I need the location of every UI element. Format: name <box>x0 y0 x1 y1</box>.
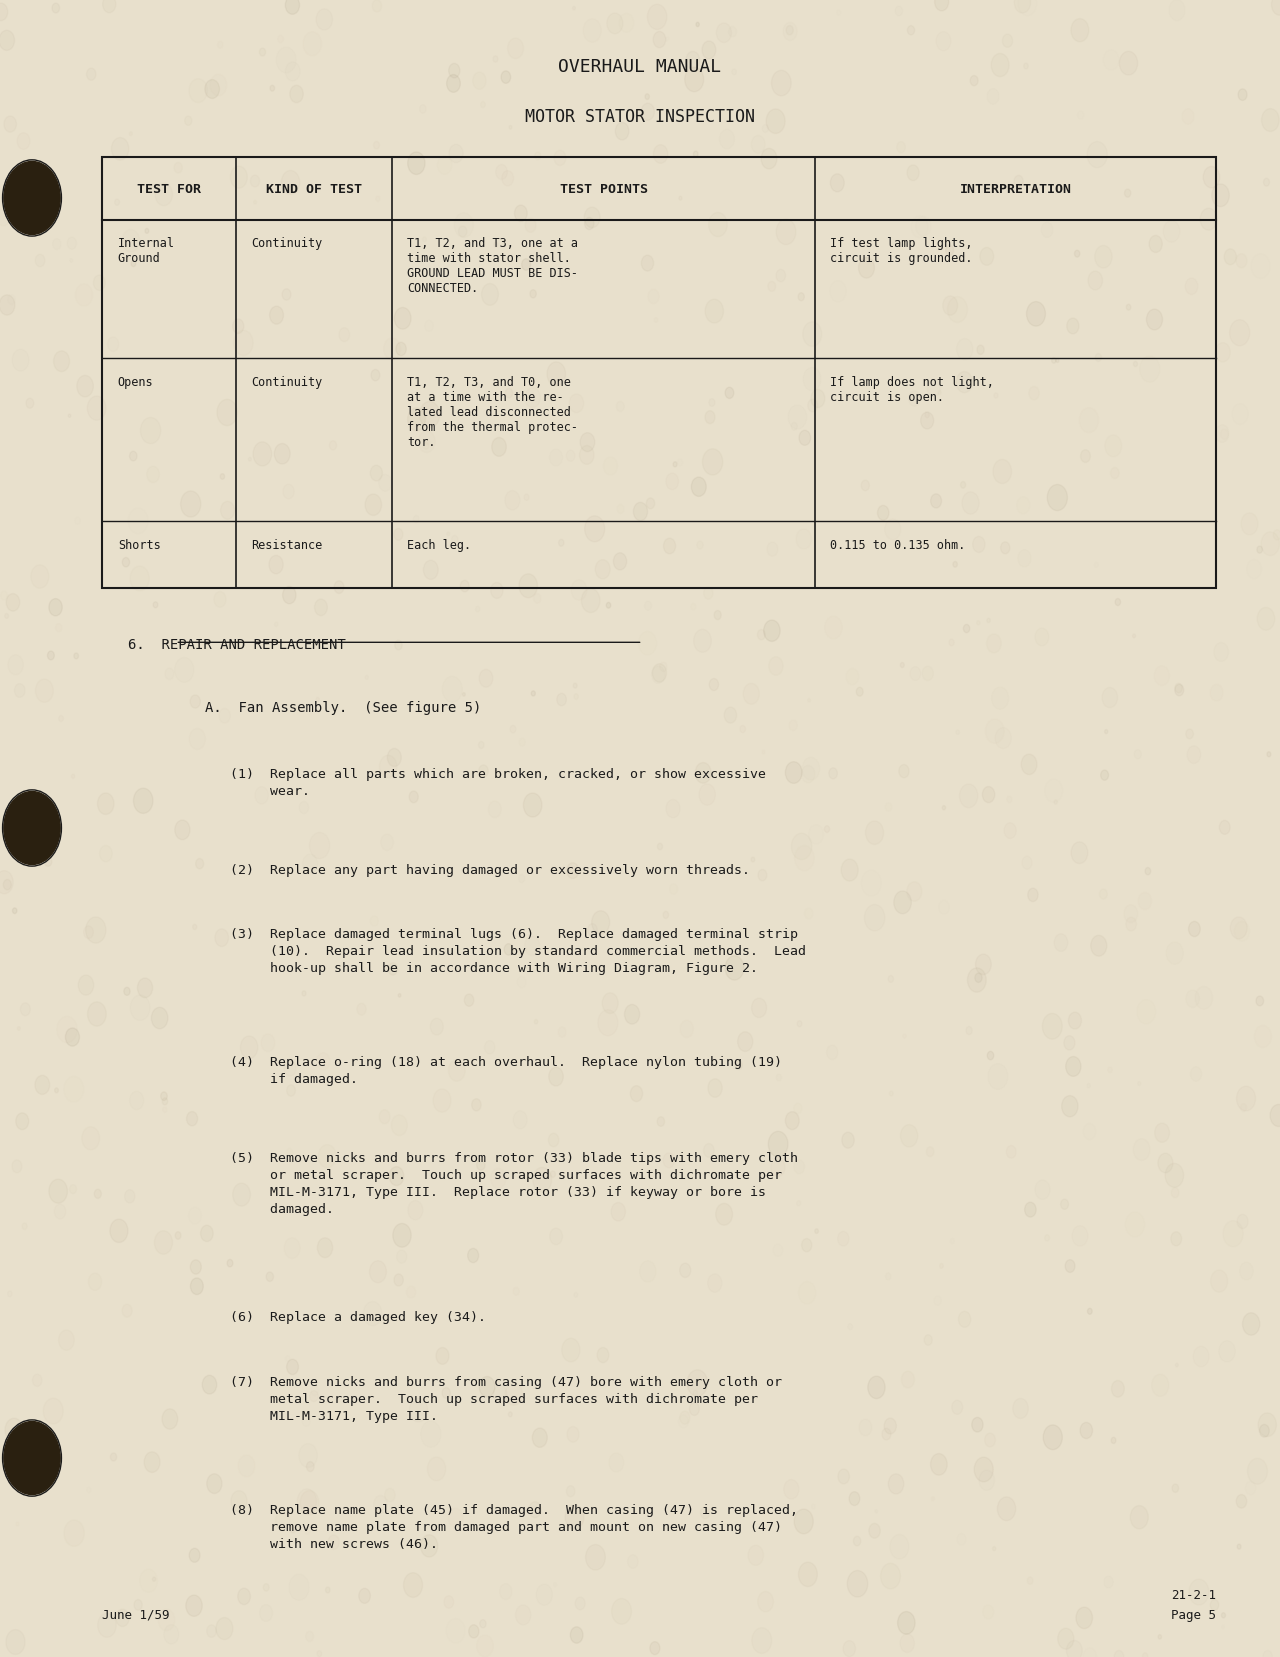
Circle shape <box>1189 921 1201 936</box>
Circle shape <box>868 1377 884 1399</box>
Circle shape <box>163 1408 178 1430</box>
Circle shape <box>220 474 224 481</box>
Circle shape <box>768 282 776 292</box>
Circle shape <box>982 787 995 804</box>
Circle shape <box>506 1384 522 1405</box>
Text: Page 5: Page 5 <box>1171 1607 1216 1621</box>
Circle shape <box>398 994 401 998</box>
Circle shape <box>1171 1188 1179 1198</box>
Circle shape <box>1130 1506 1148 1529</box>
Circle shape <box>927 1147 934 1157</box>
Bar <box>102 157 1216 588</box>
Circle shape <box>522 260 531 272</box>
Circle shape <box>607 603 611 608</box>
Circle shape <box>448 1060 465 1082</box>
Circle shape <box>1267 752 1271 757</box>
Text: Each leg.: Each leg. <box>407 539 471 552</box>
Circle shape <box>856 688 863 696</box>
Circle shape <box>492 437 507 457</box>
Text: Resistance: Resistance <box>251 539 323 552</box>
Circle shape <box>285 0 300 15</box>
Circle shape <box>938 391 941 396</box>
Circle shape <box>532 1428 548 1448</box>
Circle shape <box>972 1417 983 1432</box>
Circle shape <box>175 1231 180 1239</box>
Circle shape <box>436 1347 449 1364</box>
Circle shape <box>4 162 60 235</box>
Circle shape <box>1043 1425 1062 1450</box>
Circle shape <box>762 149 777 169</box>
Circle shape <box>500 71 511 85</box>
Circle shape <box>408 152 425 176</box>
Circle shape <box>396 343 406 356</box>
Circle shape <box>6 595 19 611</box>
Circle shape <box>174 164 182 174</box>
Circle shape <box>1143 1652 1148 1657</box>
Circle shape <box>97 794 114 815</box>
Circle shape <box>1066 318 1079 335</box>
Circle shape <box>1074 252 1080 258</box>
Circle shape <box>1027 302 1046 326</box>
Circle shape <box>131 262 136 267</box>
Text: 0.115 to 0.135 ohm.: 0.115 to 0.135 ohm. <box>831 539 966 552</box>
Circle shape <box>1236 255 1247 268</box>
Circle shape <box>191 1278 204 1294</box>
Circle shape <box>227 1259 233 1268</box>
Circle shape <box>764 621 780 641</box>
Circle shape <box>646 499 654 509</box>
Circle shape <box>786 762 803 784</box>
Text: (3)  Replace damaged terminal lugs (6).  Replace damaged terminal strip
     (10: (3) Replace damaged terminal lugs (6). R… <box>230 928 806 974</box>
Circle shape <box>691 477 707 497</box>
Circle shape <box>987 1052 993 1060</box>
Text: Shorts: Shorts <box>118 539 160 552</box>
Text: Continuity: Continuity <box>251 237 323 250</box>
Circle shape <box>468 1626 479 1639</box>
Circle shape <box>696 23 699 28</box>
Text: T1, T2, T3, and T0, one
at a time with the re-
lated lead disconnected
from the : T1, T2, T3, and T0, one at a time with t… <box>407 376 579 449</box>
Circle shape <box>987 635 1001 653</box>
Circle shape <box>202 1375 216 1394</box>
Text: If test lamp lights,
circuit is grounded.: If test lamp lights, circuit is grounded… <box>831 237 973 265</box>
Text: (6)  Replace a damaged key (34).: (6) Replace a damaged key (34). <box>230 1311 486 1324</box>
Circle shape <box>1066 1057 1082 1077</box>
Circle shape <box>799 1563 818 1587</box>
Circle shape <box>4 1422 60 1495</box>
Text: If lamp does not light,
circuit is open.: If lamp does not light, circuit is open. <box>831 376 995 404</box>
Circle shape <box>1111 469 1119 479</box>
Circle shape <box>705 411 716 424</box>
Circle shape <box>428 1457 445 1481</box>
Circle shape <box>13 908 17 915</box>
Circle shape <box>934 0 948 12</box>
Circle shape <box>234 331 253 356</box>
Text: Opens: Opens <box>118 376 154 389</box>
Circle shape <box>124 988 131 996</box>
Text: (7)  Remove nicks and burrs from casing (47) bore with emery cloth or
     metal: (7) Remove nicks and burrs from casing (… <box>230 1375 782 1422</box>
Circle shape <box>87 1002 106 1026</box>
Circle shape <box>567 1427 579 1442</box>
Circle shape <box>403 1572 422 1597</box>
Text: Internal
Ground: Internal Ground <box>118 237 175 265</box>
Circle shape <box>447 76 461 93</box>
Circle shape <box>49 1180 68 1203</box>
Circle shape <box>869 1523 881 1538</box>
Circle shape <box>897 1612 915 1634</box>
Circle shape <box>47 651 54 661</box>
Circle shape <box>841 860 858 882</box>
Circle shape <box>744 684 759 704</box>
Circle shape <box>1025 1203 1036 1218</box>
Circle shape <box>65 1029 79 1047</box>
Circle shape <box>328 1534 339 1549</box>
Circle shape <box>794 1510 813 1534</box>
Text: (4)  Replace o-ring (18) at each overhaul.  Replace nylon tubing (19)
     if da: (4) Replace o-ring (18) at each overhaul… <box>230 1056 782 1085</box>
Text: T1, T2, and T3, one at a
time with stator shell.
GROUND LEAD MUST BE DIS-
CONNEC: T1, T2, and T3, one at a time with stato… <box>407 237 579 295</box>
Circle shape <box>685 68 704 93</box>
Circle shape <box>433 1089 451 1112</box>
Circle shape <box>54 351 69 373</box>
Circle shape <box>4 792 60 865</box>
Text: 6.  REPAIR AND REPLACEMENT: 6. REPAIR AND REPLACEMENT <box>128 638 346 651</box>
Circle shape <box>571 1627 582 1644</box>
Text: TEST POINTS: TEST POINTS <box>559 182 648 196</box>
Circle shape <box>394 308 411 330</box>
Circle shape <box>122 1304 132 1317</box>
Circle shape <box>301 1491 319 1514</box>
